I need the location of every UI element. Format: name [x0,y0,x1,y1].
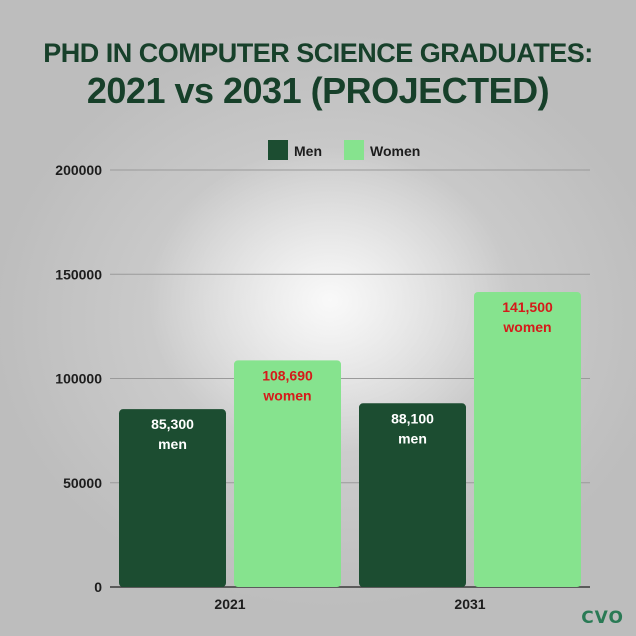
chart-title-line1: PHD IN COMPUTER SCIENCE GRADUATES: [43,38,593,68]
legend-label: Men [294,143,322,159]
x-tick-label: 2031 [454,596,485,612]
chart-title-line2: 2021 vs 2031 (PROJECTED) [86,70,550,111]
y-tick-label: 50000 [63,475,102,491]
bars [119,291,581,587]
bar-women-2031 [474,291,581,587]
bar-unit-label: men [398,430,427,446]
x-tick-label: 2021 [214,596,245,612]
x-axis: 2021 2031 [214,596,485,612]
bar-value-label: 141,500 [502,299,553,315]
y-tick-label: 0 [94,579,102,595]
bar-unit-label: men [158,436,187,452]
legend-swatch [344,140,364,160]
bar-value-label: 85,300 [151,416,194,432]
bar-unit-label: women [262,387,311,403]
bar-value-label: 108,690 [262,367,313,383]
bar-unit-label: women [502,319,551,335]
legend: Men Women [268,140,420,160]
bar-women-2021 [234,360,341,587]
y-tick-label: 100000 [55,371,102,387]
legend-swatch [268,140,288,160]
y-tick-label: 200000 [55,162,102,178]
bar-value-label: 88,100 [391,410,434,426]
y-tick-label: 150000 [55,266,102,282]
bar-men-2031 [359,403,466,587]
legend-label: Women [370,143,420,159]
bar-men-2021 [119,409,226,587]
data-labels: 85,300 men 108,690 women 88,100 men 141,500 wom… [151,299,553,452]
brand-logo: CVO [581,608,624,628]
